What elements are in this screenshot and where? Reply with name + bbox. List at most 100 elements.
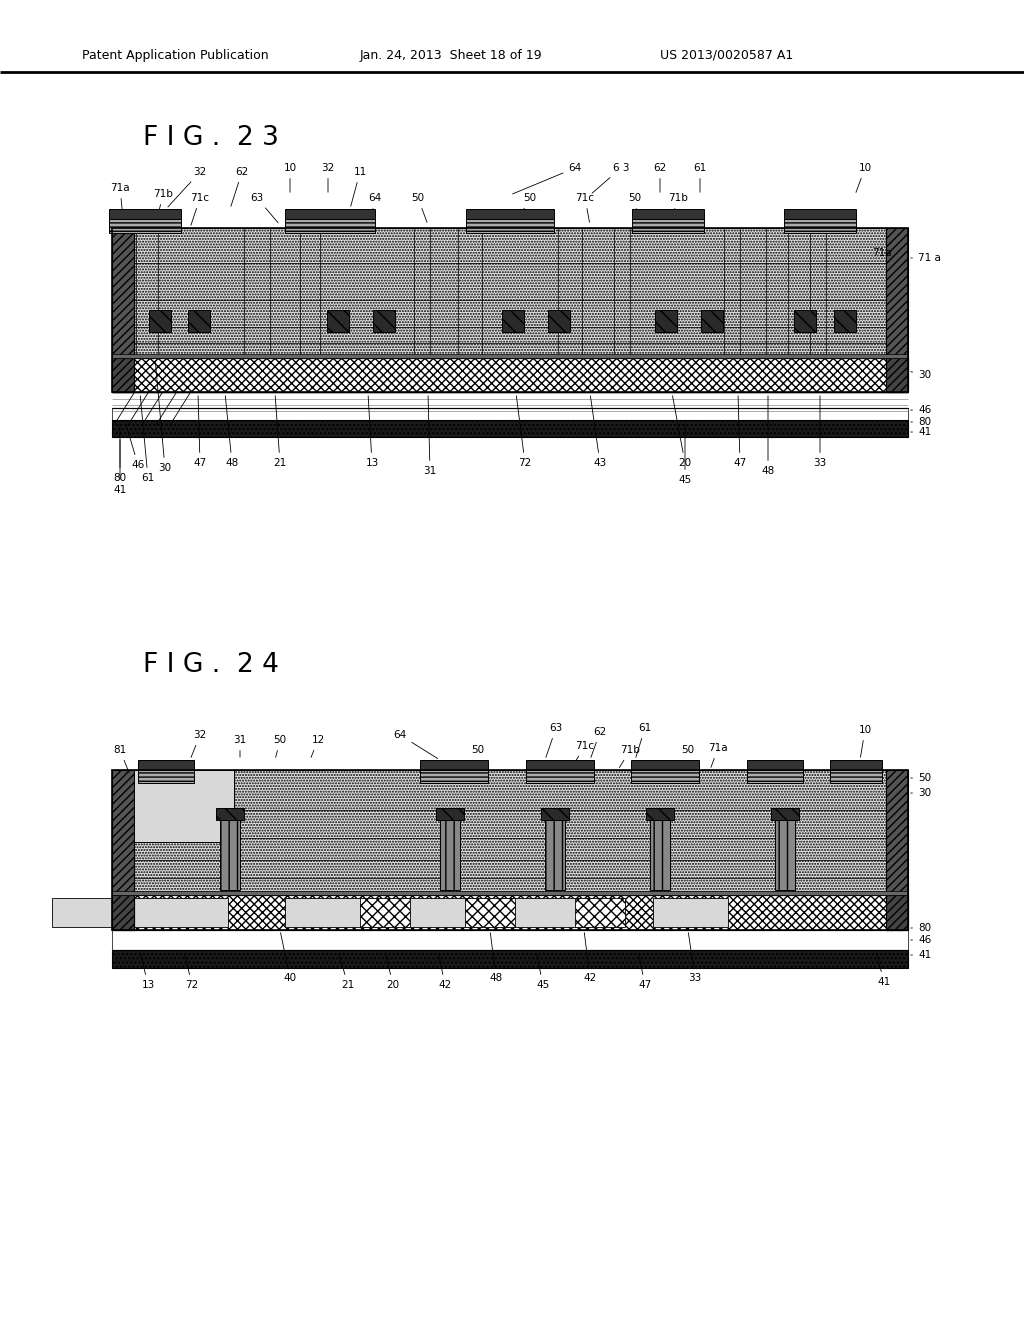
Text: 41: 41 <box>114 440 127 495</box>
Bar <box>327 310 349 333</box>
Bar <box>112 228 908 392</box>
Text: 11: 11 <box>351 168 367 206</box>
Text: 31: 31 <box>423 396 436 477</box>
Text: 30: 30 <box>910 370 931 380</box>
Bar <box>502 310 524 333</box>
Text: 32: 32 <box>322 162 335 193</box>
Bar <box>466 209 554 219</box>
Text: 62: 62 <box>653 162 667 193</box>
Bar <box>109 209 181 219</box>
Bar <box>403 898 478 927</box>
Bar <box>794 310 816 333</box>
Bar <box>771 808 799 820</box>
Text: 72: 72 <box>184 954 199 990</box>
Bar <box>150 310 171 333</box>
Text: 32: 32 <box>191 730 207 758</box>
Text: 10: 10 <box>858 725 871 758</box>
Text: 71 a: 71 a <box>910 253 941 263</box>
Text: 61: 61 <box>636 723 651 758</box>
Text: 47: 47 <box>194 396 207 469</box>
Bar <box>775 820 795 890</box>
Text: 43: 43 <box>591 396 606 469</box>
Text: 20: 20 <box>386 954 399 990</box>
Bar <box>373 310 395 333</box>
Bar <box>650 820 670 890</box>
Bar <box>112 770 908 931</box>
Bar <box>631 760 699 770</box>
Text: 48: 48 <box>225 396 239 469</box>
Text: 46: 46 <box>126 424 144 470</box>
Bar <box>746 770 803 783</box>
Bar <box>285 209 375 219</box>
Bar <box>526 770 594 783</box>
Text: 71b: 71b <box>620 744 640 768</box>
Bar <box>575 898 625 927</box>
Text: 45: 45 <box>537 954 550 990</box>
Bar <box>116 770 904 895</box>
Text: 62: 62 <box>591 727 606 758</box>
Text: 61: 61 <box>140 396 155 483</box>
Bar <box>360 898 410 927</box>
Bar <box>834 310 856 333</box>
Bar <box>886 770 908 931</box>
Text: Jan. 24, 2013  Sheet 18 of 19: Jan. 24, 2013 Sheet 18 of 19 <box>360 49 543 62</box>
Text: 47: 47 <box>638 954 651 990</box>
Bar <box>112 923 908 931</box>
Text: 81: 81 <box>114 744 129 772</box>
Text: 64: 64 <box>393 730 437 759</box>
Text: 42: 42 <box>584 933 597 983</box>
Bar <box>746 760 803 770</box>
Text: 71a: 71a <box>872 248 892 257</box>
Text: 13: 13 <box>140 954 155 990</box>
Text: 10: 10 <box>284 162 297 193</box>
Text: 10: 10 <box>856 162 871 193</box>
Text: 47: 47 <box>733 396 746 469</box>
Text: 62: 62 <box>230 168 249 206</box>
Bar <box>465 898 515 927</box>
Text: 72: 72 <box>516 396 531 469</box>
Bar <box>830 770 882 783</box>
Text: 21: 21 <box>273 396 287 469</box>
Text: 50: 50 <box>412 193 427 222</box>
Bar <box>541 808 569 820</box>
Bar <box>112 895 134 931</box>
Text: 41: 41 <box>910 950 931 960</box>
Bar <box>52 898 228 927</box>
Text: 45: 45 <box>678 424 691 484</box>
Text: 46: 46 <box>910 405 931 414</box>
Text: 71b: 71b <box>153 189 173 226</box>
Bar <box>112 770 134 931</box>
Bar <box>112 408 908 420</box>
Bar <box>285 219 375 234</box>
Text: 41: 41 <box>910 426 931 437</box>
Text: 42: 42 <box>438 954 452 990</box>
Bar <box>285 898 375 927</box>
Text: 80: 80 <box>114 424 127 483</box>
Bar <box>436 808 464 820</box>
Bar <box>526 760 594 770</box>
Text: 50: 50 <box>516 193 537 223</box>
Bar <box>220 820 240 890</box>
Text: 71a: 71a <box>709 743 728 767</box>
Text: Patent Application Publication: Patent Application Publication <box>82 49 268 62</box>
Text: 21: 21 <box>339 953 354 990</box>
Bar <box>216 808 244 820</box>
Text: 63: 63 <box>251 193 279 223</box>
Text: 71a: 71a <box>111 183 130 226</box>
Bar <box>109 219 181 234</box>
Text: 32: 32 <box>168 168 207 207</box>
Bar <box>420 770 488 783</box>
Text: F I G .  2 4: F I G . 2 4 <box>143 652 279 678</box>
Bar <box>701 310 723 333</box>
Text: 61: 61 <box>693 162 707 193</box>
Text: 80: 80 <box>910 923 931 933</box>
Bar <box>440 820 460 890</box>
Bar <box>466 219 554 234</box>
Bar <box>784 209 856 219</box>
Text: 71c: 71c <box>190 193 210 226</box>
Bar <box>116 228 904 358</box>
Text: 48: 48 <box>489 933 503 983</box>
Text: 71c: 71c <box>571 741 595 768</box>
Bar <box>116 895 904 931</box>
Text: 64: 64 <box>369 193 382 222</box>
